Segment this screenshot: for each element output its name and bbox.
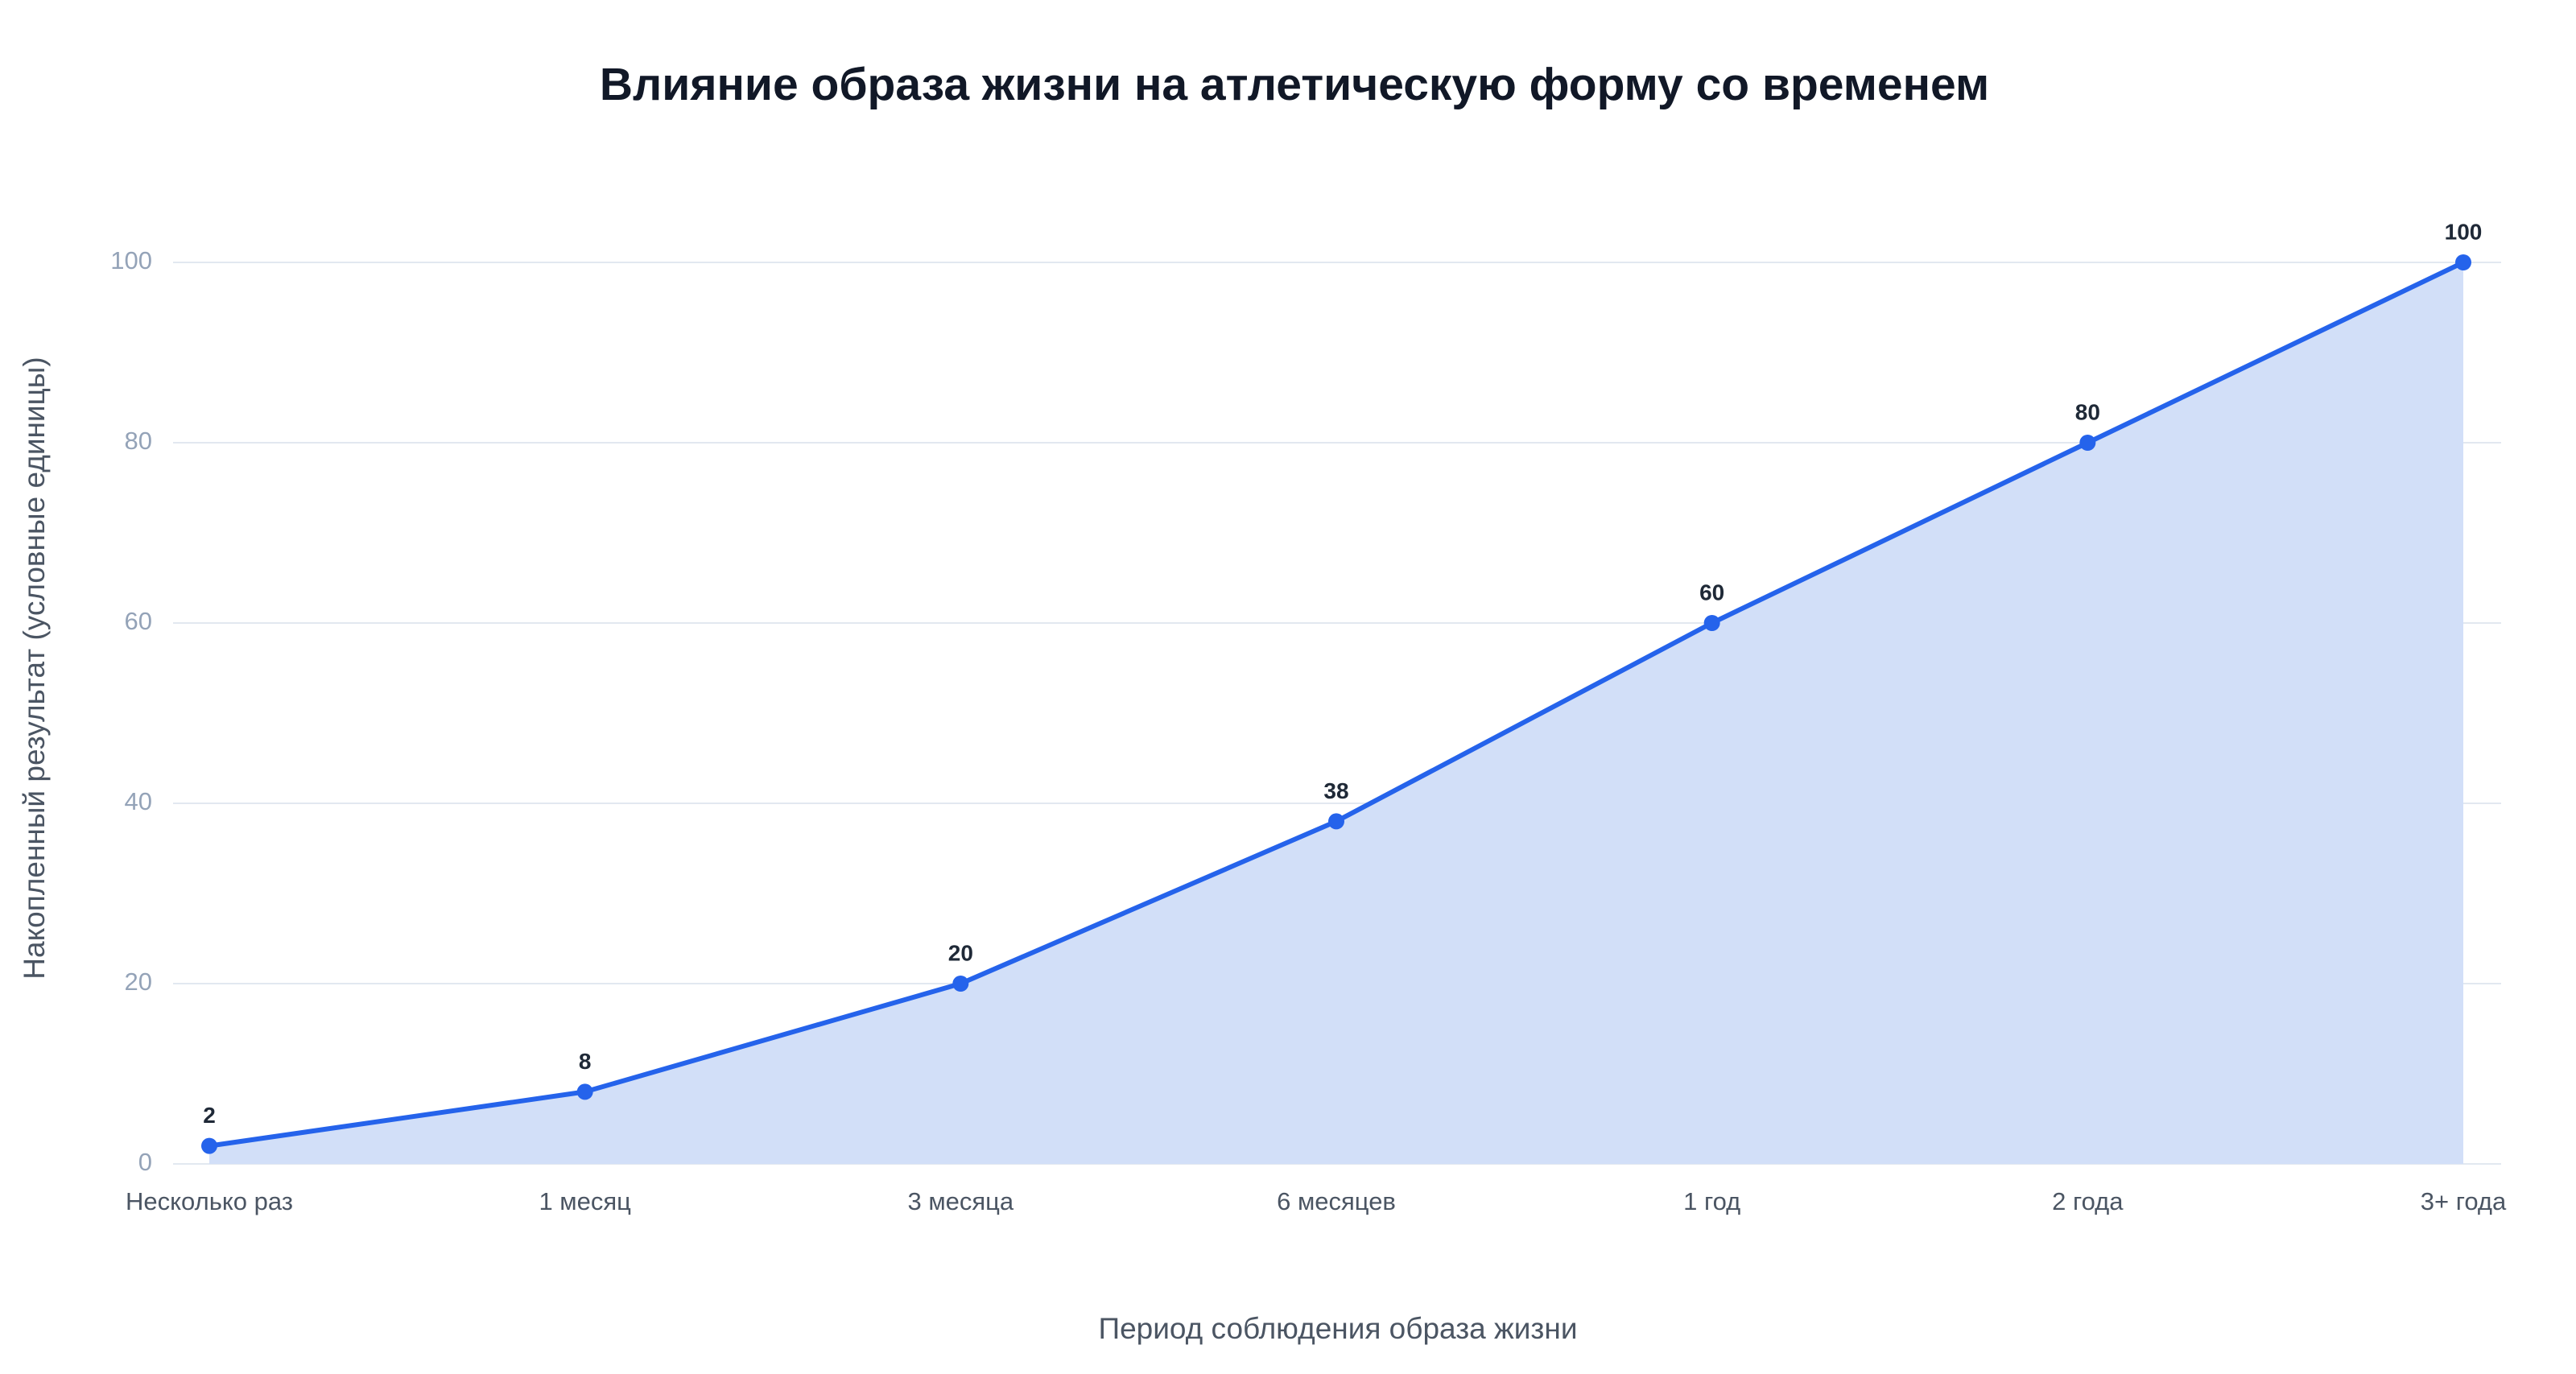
y-tick-label: 80 [125, 427, 152, 455]
point [2079, 435, 2096, 451]
y-tick-label: 100 [110, 246, 152, 274]
x-tick-label: Несколько раз [126, 1187, 293, 1215]
point [2455, 254, 2471, 270]
x-tick-label: 1 месяц [539, 1187, 631, 1215]
x-tick-label: 3+ года [2421, 1187, 2507, 1215]
y-tick-label: 40 [125, 787, 152, 815]
y-tick-label: 60 [125, 607, 152, 635]
data-label: 60 [1699, 580, 1724, 604]
point [1703, 615, 1720, 631]
point [576, 1083, 593, 1100]
data-label: 20 [948, 940, 973, 965]
x-tick-label: 1 год [1683, 1187, 1740, 1215]
point [201, 1137, 217, 1154]
x-tick-label: 6 месяцев [1277, 1187, 1396, 1215]
data-label: 8 [579, 1049, 592, 1074]
data-label: 2 [203, 1103, 216, 1128]
y-axis-title: Накопленный результат (условные единицы) [18, 357, 51, 979]
x-tick-label: 2 года [2052, 1187, 2124, 1215]
y-tick-label: 0 [138, 1148, 152, 1176]
data-label: 100 [2445, 219, 2483, 244]
data-label: 38 [1323, 778, 1348, 803]
point [1328, 813, 1344, 830]
area-fill [209, 262, 2463, 1164]
data-label: 80 [2075, 399, 2100, 424]
point [952, 976, 969, 992]
x-tick-label: 3 месяца [907, 1187, 1013, 1215]
y-tick-label: 20 [125, 968, 152, 996]
x-axis-title: Период соблюдения образа жизни [1099, 1312, 1578, 1345]
chart-title: Влияние образа жизни на атлетическую фор… [600, 59, 1989, 110]
